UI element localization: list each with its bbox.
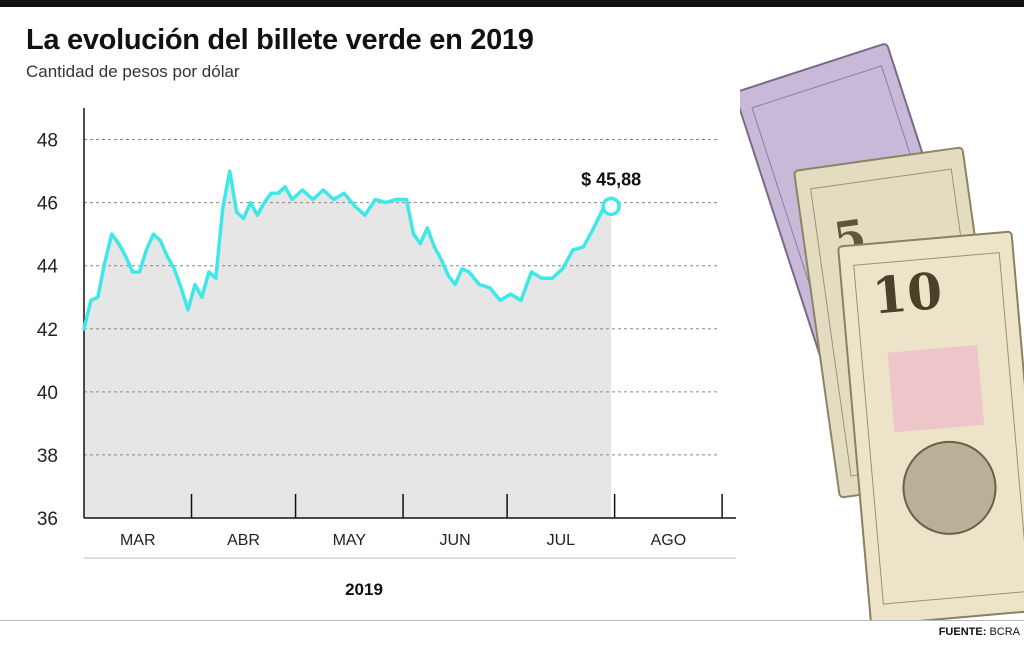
y-tick-label: 44 — [37, 257, 59, 278]
dollar-chart: 36 38 40 42 44 46 48 MAR ABR MAY JUN JUL AGO $ 45,88 2… — [37, 108, 736, 599]
year-label: 2019 — [345, 580, 383, 599]
month-label: ABR — [227, 532, 260, 549]
last-point-marker — [601, 196, 621, 217]
last-value-label: $ 45,88 — [581, 169, 641, 189]
y-tick-label: 36 — [37, 509, 58, 530]
chart-title: La evolución del billete verde en 2019 — [26, 24, 534, 56]
month-label: JUL — [547, 532, 576, 549]
month-label: JUN — [440, 532, 471, 549]
source-value: BCRA — [989, 626, 1020, 638]
area-fill — [84, 171, 612, 518]
top-border — [0, 0, 1024, 7]
source-credit: FUENTE: BCRA — [939, 626, 1020, 638]
y-tick-label: 40 — [37, 383, 58, 404]
dollar-bills-icon: 50 5 10 — [740, 43, 1024, 620]
svg-text:10: 10 — [870, 261, 944, 326]
source-label: FUENTE: — [938, 626, 987, 638]
month-label: AGO — [651, 532, 687, 549]
series-line — [82, 169, 613, 331]
y-tick-label: 38 — [37, 446, 58, 467]
month-label: MAR — [120, 532, 156, 549]
y-tick-label: 46 — [37, 194, 58, 215]
y-tick-label: 48 — [37, 131, 58, 152]
month-label: MAY — [333, 532, 367, 549]
y-tick-label: 42 — [37, 320, 58, 341]
footer-rule — [0, 620, 1024, 621]
chart-subtitle: Cantidad de pesos por dólar — [26, 62, 240, 81]
